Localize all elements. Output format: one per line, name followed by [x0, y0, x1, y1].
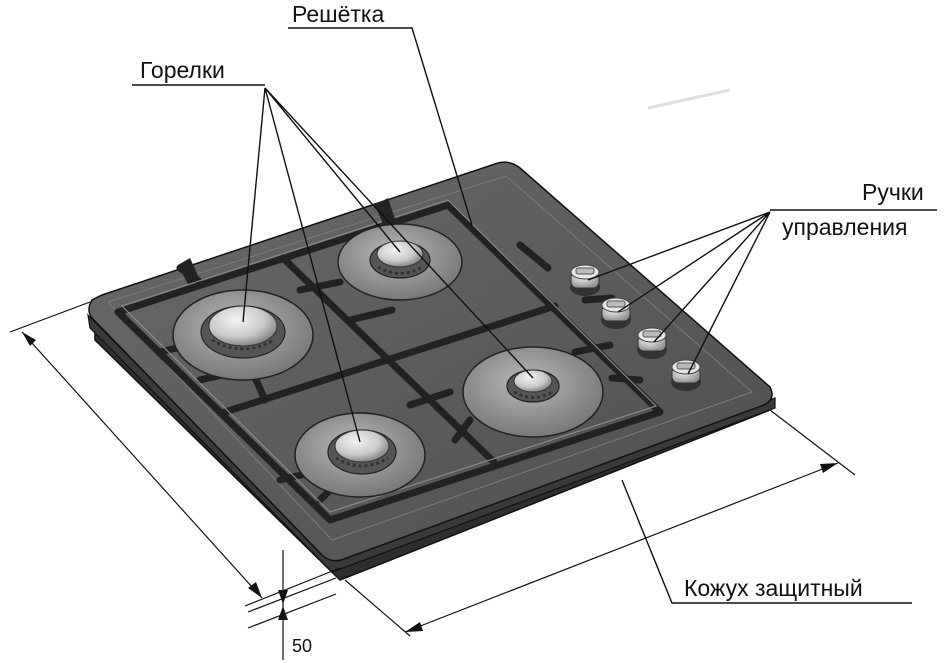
depth-arrow-top: [22, 332, 36, 346]
burners: [172, 223, 604, 498]
burner-front-right: [294, 412, 426, 498]
depth-dimension-line: [21, 331, 263, 599]
cover-label: Кожух защитный: [684, 575, 863, 601]
width-extension-right: [769, 409, 856, 476]
dimension-lines: [9, 301, 856, 660]
cover-leader: [621, 479, 912, 604]
knobs-leader: [587, 209, 937, 375]
depth-arrow-bottom: [248, 582, 262, 598]
height-arrow-bottom: [278, 606, 288, 620]
burners-label: Горелки: [140, 57, 225, 83]
hob-top-bevel: [107, 175, 753, 541]
width-arrow-left: [405, 622, 423, 632]
burners-leader: [132, 84, 534, 443]
grate-outer-frame: [114, 201, 664, 524]
grate-highlight: [120, 199, 658, 513]
grate-leader: [288, 27, 473, 226]
height-extension-top: [247, 577, 337, 613]
labels: Решётка Горелки Ручки управления Кожух з…: [140, 1, 924, 656]
height-value-label: 50: [292, 636, 312, 656]
grate-divider-2: [279, 254, 498, 466]
burner-front-left: [172, 289, 314, 381]
grate-tab-2: [375, 198, 396, 226]
burner-rear-left: [337, 223, 463, 301]
height-extension-bottom: [247, 593, 337, 629]
knobs-label-line2: управления: [782, 214, 907, 240]
knob-1: [570, 264, 600, 296]
leader-lines: [132, 27, 937, 604]
grate-label: Решётка: [292, 1, 384, 27]
width-dimension-line: [404, 462, 839, 633]
knob-2: [601, 297, 631, 329]
depth-extension-top: [9, 301, 91, 333]
width-arrow-right: [820, 463, 838, 473]
knob-3: [637, 327, 667, 359]
burner-rear-right: [462, 346, 604, 438]
grate-tab-1: [178, 258, 200, 284]
reflection-streak: [647, 88, 731, 110]
knob-4: [671, 359, 701, 391]
width-extension-left: [344, 579, 411, 637]
height-arrow-top: [278, 590, 288, 604]
depth-extension-bottom: [244, 567, 341, 607]
knobs-label-line1: Ручки: [862, 179, 924, 205]
